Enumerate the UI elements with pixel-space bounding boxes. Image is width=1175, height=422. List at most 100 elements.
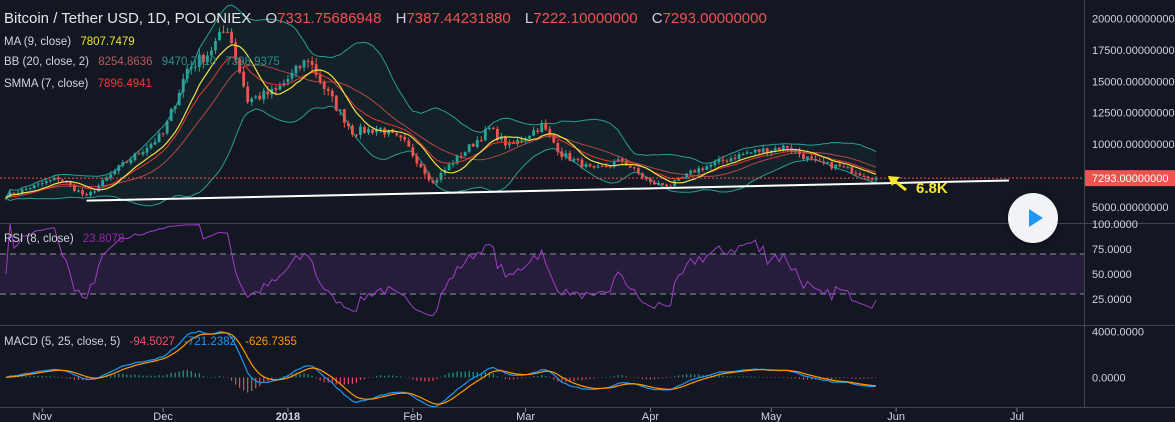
candle: [568, 153, 572, 161]
macd-hist-bar: [839, 377, 841, 379]
macd-hist-bar: [303, 373, 305, 378]
smma-legend[interactable]: SMMA (7, close) 7896.4941: [4, 78, 152, 90]
candle: [435, 180, 439, 183]
candle: [640, 173, 644, 178]
macd-hist-bar: [452, 372, 454, 378]
candle: [109, 174, 113, 179]
macd-hist-bar: [476, 372, 478, 378]
macd-hist-bar: [863, 377, 865, 379]
candle: [4, 197, 8, 199]
candle: [173, 105, 177, 109]
macd-hist-bar: [263, 377, 265, 383]
rsi-legend[interactable]: RSI (8, close) 23.8078: [4, 233, 124, 245]
macd-label: MACD (5, 25, close, 5): [4, 336, 121, 348]
candle: [850, 167, 854, 174]
candle: [624, 160, 628, 166]
candle: [254, 96, 258, 98]
macd-hist-bar: [557, 377, 559, 382]
candle: [733, 157, 737, 159]
candle: [387, 130, 391, 135]
open-value: 7331.75686948: [277, 10, 382, 27]
macd-tick-label: 4000.0000: [1092, 327, 1144, 339]
chart-header: Bitcoin / Tether USD, 1D, POLONIEX O7331…: [4, 10, 767, 27]
macd-hist-bar: [597, 377, 599, 378]
macd-hist-bar: [754, 376, 756, 378]
candle: [560, 151, 564, 157]
candle: [427, 173, 431, 181]
candle: [612, 161, 616, 167]
time-tick-label: Apr: [642, 411, 659, 422]
candle: [773, 148, 777, 151]
macd-hist-bar: [432, 377, 434, 381]
macd-hist-bar: [412, 377, 414, 380]
candle: [500, 136, 503, 140]
candle: [681, 177, 685, 179]
play-button[interactable]: [1008, 193, 1058, 243]
macd-hist-bar: [21, 376, 23, 378]
macd-hist-bar: [73, 377, 76, 380]
macd-hist-bar: [186, 369, 188, 378]
candle: [653, 182, 656, 185]
macd-hist-bar: [460, 371, 462, 378]
macd-hist-bar: [867, 377, 869, 379]
candle: [870, 178, 874, 180]
macd-hist-bar: [158, 375, 160, 378]
price-tick-label: 15000.00000000: [1092, 76, 1175, 88]
macd-hist-bar: [545, 376, 547, 378]
candle: [576, 158, 580, 160]
candle: [258, 95, 262, 100]
candle: [781, 145, 785, 151]
candle: [693, 170, 697, 173]
candle: [858, 173, 862, 176]
candle: [592, 165, 596, 168]
macd-hist-bar: [806, 377, 809, 380]
macd-hist-bar: [730, 376, 732, 378]
candle: [242, 71, 246, 87]
candle: [838, 164, 842, 167]
candle: [447, 164, 451, 171]
macd-hist-bar: [243, 377, 245, 391]
candle: [375, 129, 378, 133]
smma-label: SMMA (7, close): [4, 78, 89, 90]
candle: [701, 168, 705, 170]
candle: [20, 189, 24, 194]
macd-hist-bar: [520, 377, 523, 379]
open-label: O: [265, 10, 278, 27]
candle: [363, 127, 366, 133]
candle: [93, 191, 97, 193]
macd-hist-bar: [512, 377, 515, 380]
macd-hist-bar: [436, 377, 438, 380]
candle: [709, 164, 713, 167]
macd-hist-bar: [762, 377, 764, 378]
macd-hist-bar: [367, 377, 370, 378]
candle: [604, 166, 608, 168]
macd-value-line: -721.2382: [184, 336, 236, 348]
macd-hist-bar: [77, 377, 80, 381]
candle: [826, 161, 830, 164]
candle: [588, 164, 592, 167]
macd-hist-bar: [295, 373, 297, 378]
ma-legend[interactable]: MA (9, close) 7807.7479: [4, 36, 135, 48]
macd-hist-bar: [529, 377, 531, 378]
bb-legend[interactable]: BB (20, close, 2) 8254.8636 9470.7910 73…: [4, 56, 280, 68]
price-tick-label: 10000.00000000: [1092, 139, 1175, 151]
macd-hist-bar: [408, 377, 410, 378]
candle: [528, 135, 532, 139]
close-label: C: [651, 10, 663, 27]
candle: [189, 66, 193, 69]
macd-hist-bar: [279, 376, 281, 378]
candle: [137, 153, 141, 155]
candle: [210, 50, 213, 56]
bb-upper-line: [5, 4, 877, 199]
macd-hist-bar: [5, 377, 7, 378]
macd-hist-bar: [218, 376, 221, 378]
macd-hist-bar: [794, 377, 797, 379]
macd-hist-bar: [609, 376, 611, 378]
candle: [717, 159, 721, 163]
macd-hist-bar: [855, 377, 857, 379]
macd-legend[interactable]: MACD (5, 25, close, 5) -94.5027 -721.238…: [4, 336, 297, 348]
candle: [145, 147, 149, 153]
macd-hist-bar: [464, 371, 466, 378]
ma-line: [5, 44, 877, 199]
